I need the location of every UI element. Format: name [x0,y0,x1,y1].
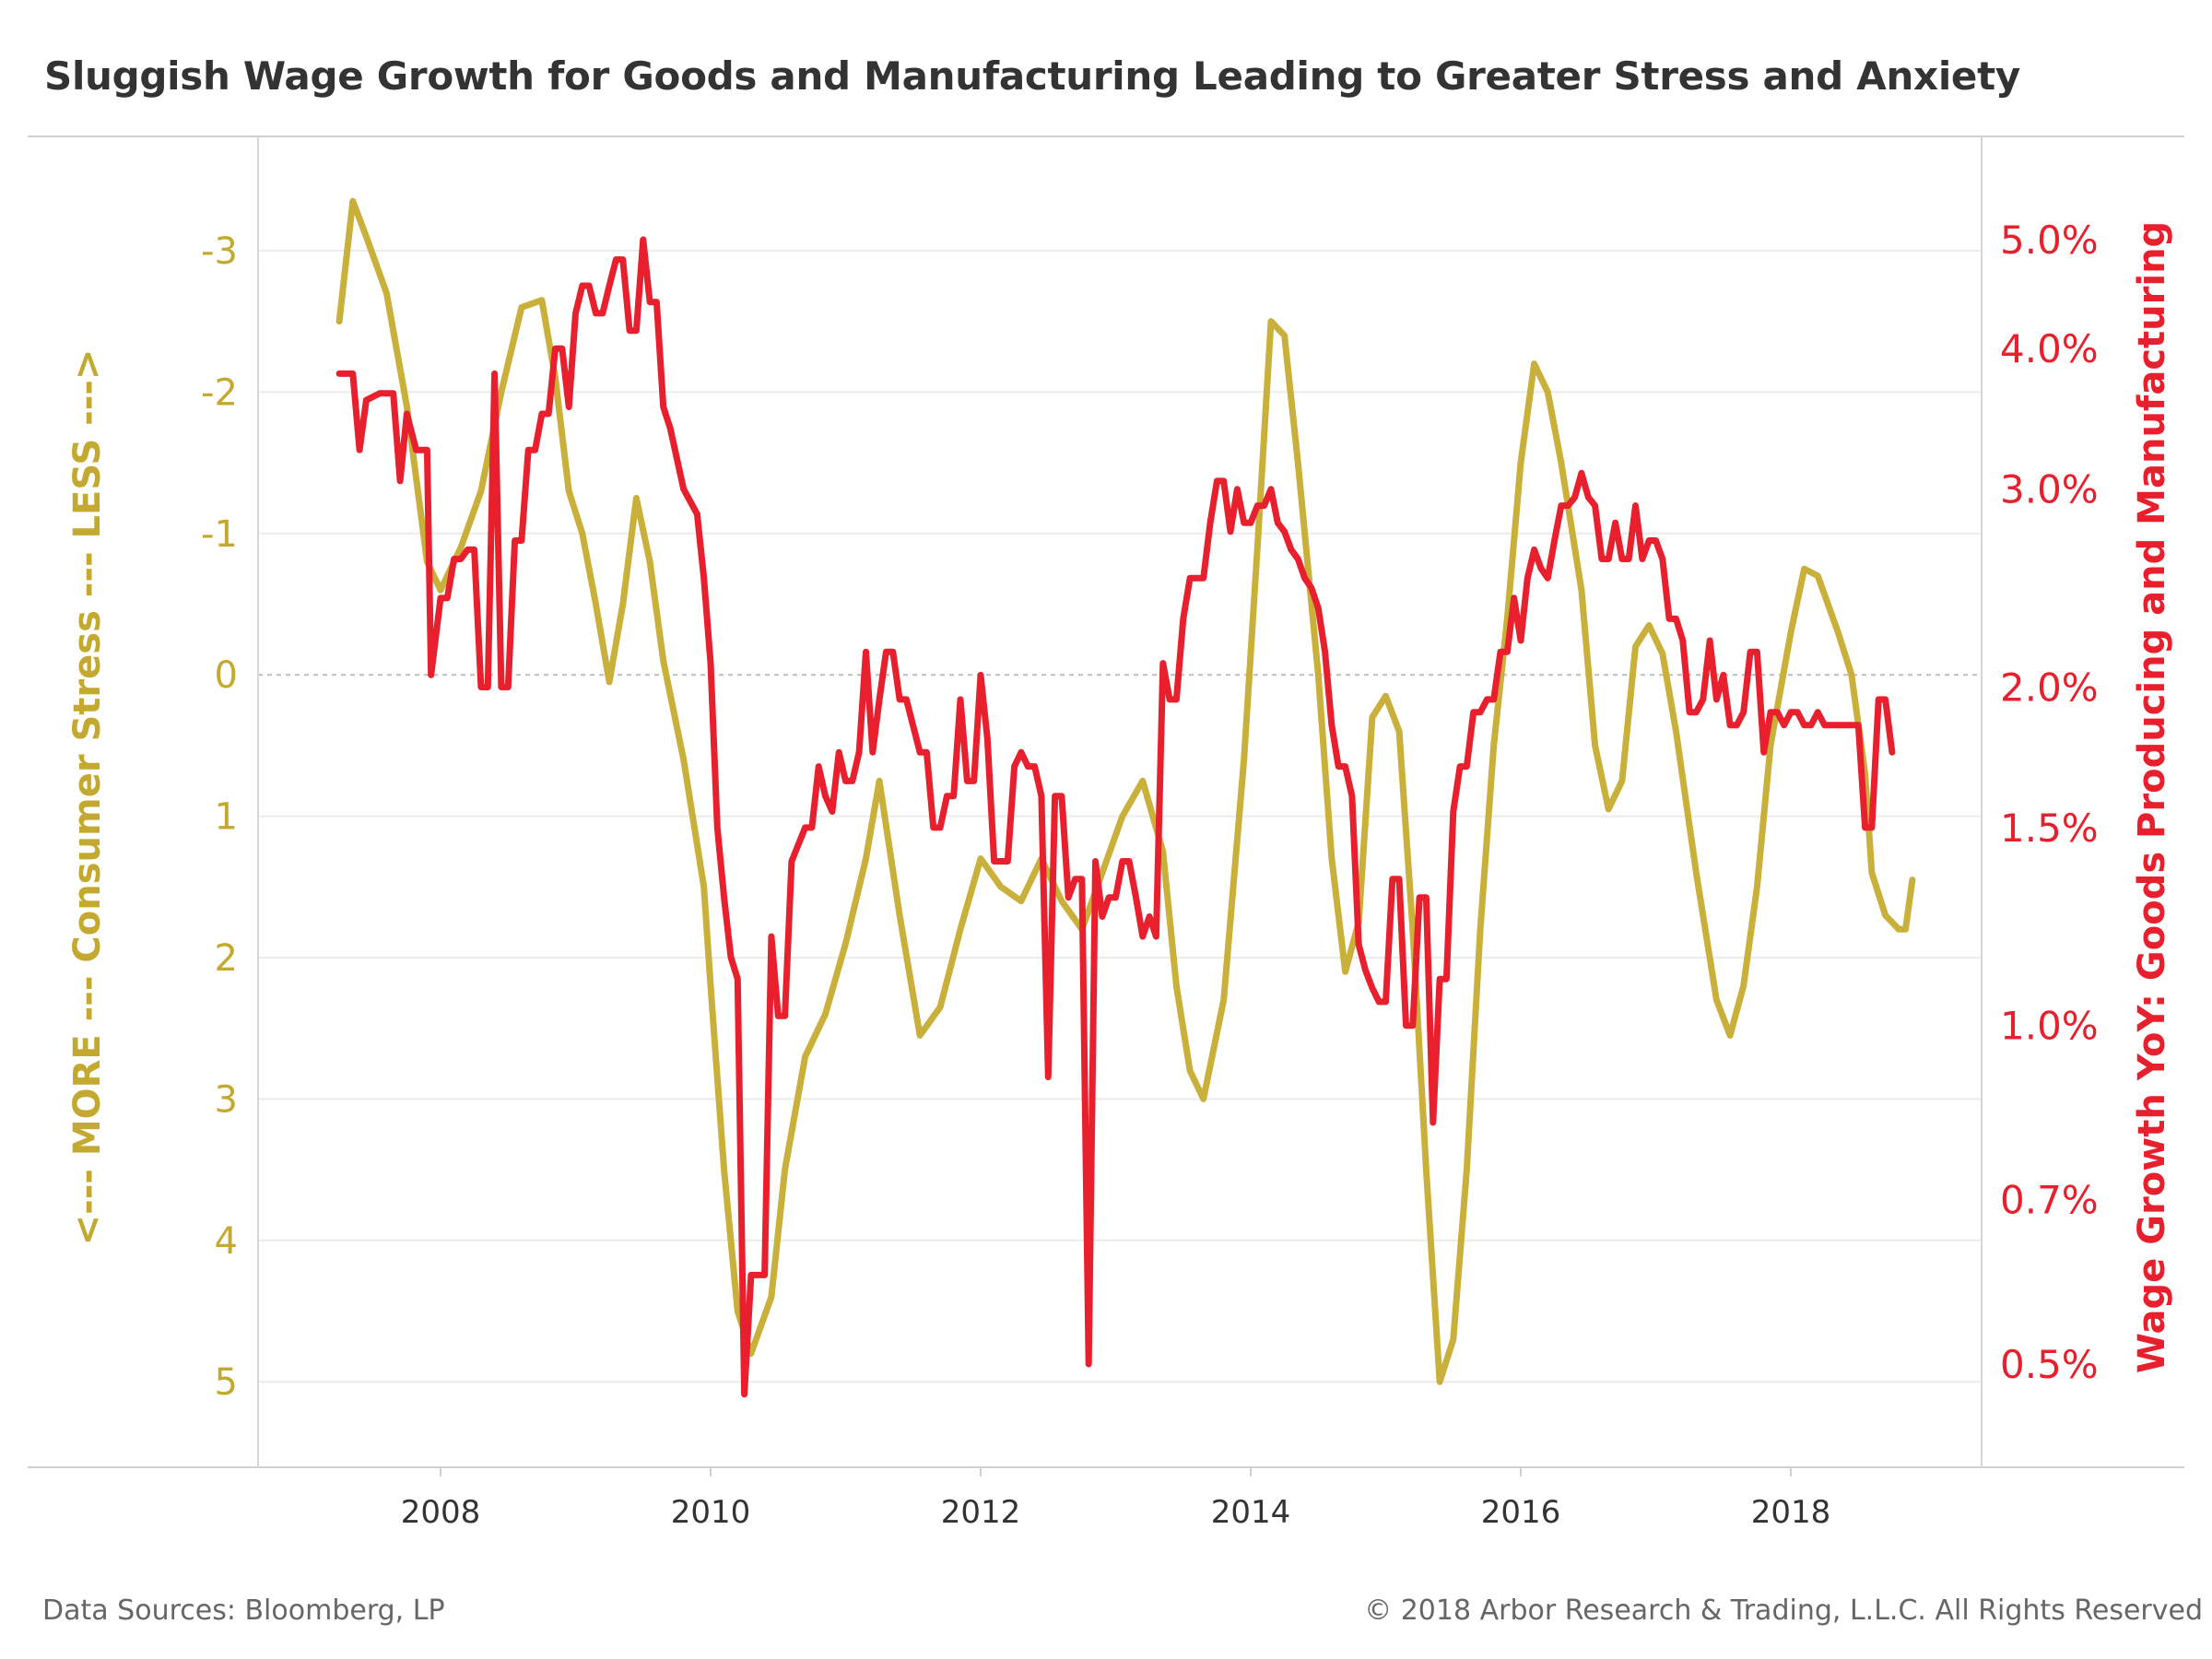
x-tick-label: 2018 [1751,1494,1831,1531]
left-tick-label: 0 [215,654,238,697]
right-tick-label: 3.0% [2000,467,2099,512]
left-tick-label: 4 [215,1220,238,1263]
right-tick-label: 5.0% [2000,218,2099,263]
right-tick-label: 1.5% [2000,806,2099,851]
consumer-stress-line [335,197,1916,1385]
plot-frame [28,135,2184,1468]
gridlines [258,250,1982,1383]
x-tick-label: 2016 [1481,1494,1561,1531]
left-tick-label: 2 [215,937,238,980]
x-axis-ticks: 2008 2010 2012 2014 2016 2018 [401,1467,1831,1531]
right-tick-label: 1.0% [2000,1004,2099,1049]
left-tick-label: -1 [201,513,238,556]
left-tick-label: 1 [215,796,238,839]
chart-title: Sluggish Wage Growth for Goods and Manuf… [44,53,2020,99]
right-tick-label: 4.0% [2000,326,2099,371]
left-axis-ticks: -3 -2 -1 0 1 2 3 4 5 [201,230,238,1404]
x-tick-label: 2014 [1211,1494,1291,1531]
series-lines [335,197,1916,1398]
right-axis-ticks: 0.5% 0.7% 1.0% 1.5% 2.0% 3.0% 4.0% 5.0% [2000,218,2099,1387]
right-tick-label: 0.7% [2000,1178,2099,1223]
x-tick-label: 2008 [401,1494,481,1531]
data-source-note: Data Sources: Bloomberg, LP [42,1594,445,1627]
wage-growth-line [335,236,1896,1398]
left-tick-label: 5 [215,1361,238,1404]
x-tick-label: 2010 [671,1494,751,1531]
left-tick-label: -3 [201,230,238,273]
right-axis-title: Wage Growth YoY: Goods Producing and Man… [2131,221,2173,1373]
copyright-note: © 2018 Arbor Research & Trading, L.L.C. … [1364,1594,2203,1627]
left-axis-title: <--- MORE --- Consumer Stress --- LESS -… [66,349,109,1246]
right-tick-label: 0.5% [2000,1342,2099,1387]
right-tick-label: 2.0% [2000,665,2099,710]
left-tick-label: -2 [201,371,238,414]
left-tick-label: 3 [215,1078,238,1121]
x-tick-label: 2012 [941,1494,1021,1531]
